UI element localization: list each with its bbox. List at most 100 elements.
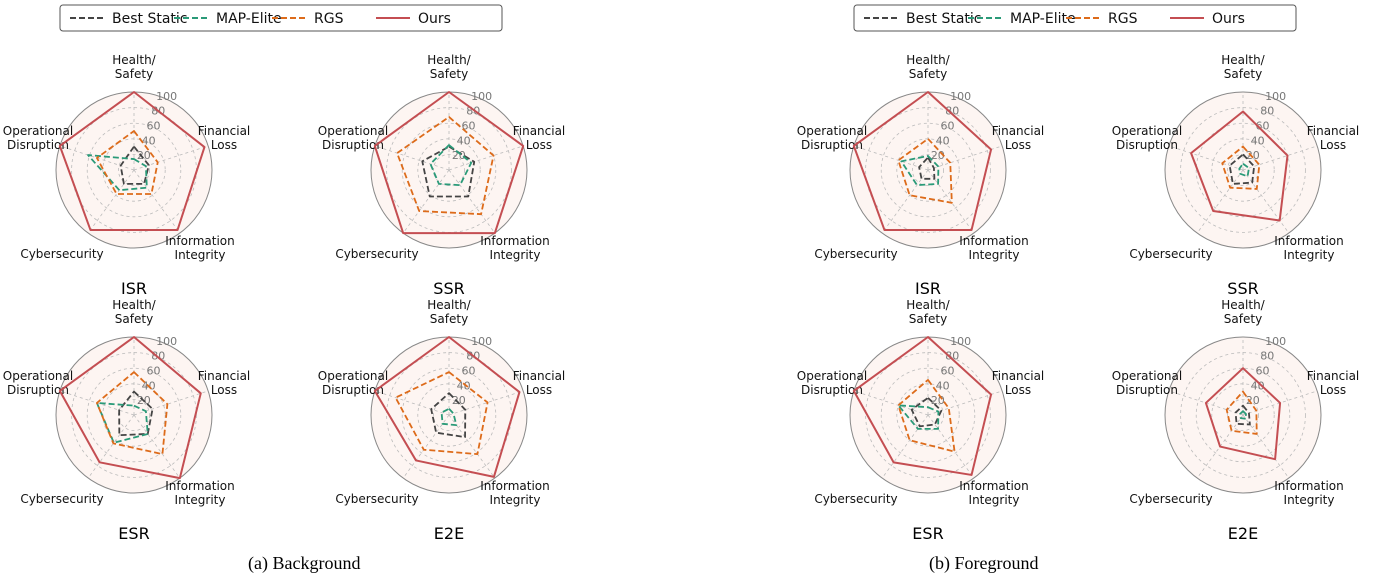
grid-spoke [1242, 145, 1318, 171]
axis-label-operational-disruption: Operational Disruption [3, 369, 73, 397]
axis-label-health-safety: Health/Safety [906, 53, 950, 81]
grid-ring-60 [86, 122, 182, 218]
series-ours [852, 336, 993, 476]
axis-label-financial-loss: Financial Loss [513, 124, 566, 152]
caption-panel-b: (b) Foreground [929, 553, 1039, 573]
series-best-static [430, 392, 467, 438]
series-map-elite [897, 404, 940, 430]
grid-spoke [448, 169, 496, 234]
axis-label-health-safety: Health/Safety [112, 298, 156, 326]
grid-spoke [133, 414, 181, 479]
axis-label-health-safety: Health/Safety [427, 298, 471, 326]
grid-ring-60 [401, 367, 497, 463]
grid-spoke [448, 145, 524, 171]
radial-tick-label: 60 [940, 119, 954, 132]
series-rgs [1221, 145, 1261, 190]
series-best-static [118, 390, 154, 437]
axis-label-information-integrity: Information Integrity [480, 234, 549, 262]
radial-tick-label: 60 [940, 364, 954, 377]
axis-label-financial-loss: Financial Loss [198, 124, 251, 152]
legend-label-ours: Ours [418, 11, 451, 27]
panel-title-ssr: SSR [433, 279, 464, 298]
radial-tick-label: 40 [457, 379, 471, 392]
radial-tick-label: 60 [146, 119, 160, 132]
axis-label-financial-loss: Financial Loss [1307, 369, 1360, 397]
axis-label-information-integrity: Information Integrity [959, 479, 1028, 507]
radial-tick-label: 20 [1246, 394, 1260, 407]
grid-spoke [927, 145, 1003, 171]
axis-label-cybersecurity: Cybersecurity [20, 492, 103, 506]
series-map-elite [96, 402, 149, 444]
radial-tick-label: 20 [452, 149, 466, 162]
axis-label-operational-disruption: Operational Disruption [1112, 124, 1182, 152]
series-map-elite [900, 155, 940, 187]
radial-tick-label: 40 [142, 134, 156, 147]
legend-label-rgs: RGS [314, 11, 344, 27]
series-ours [373, 91, 525, 235]
series-best-static [1234, 404, 1251, 426]
axis-label-cybersecurity: Cybersecurity [20, 247, 103, 261]
axis-label-information-integrity: Information Integrity [1274, 234, 1343, 262]
series-best-static [421, 145, 476, 198]
panel-title-e2e: E2E [434, 524, 464, 543]
radial-tick-label: 60 [146, 364, 160, 377]
series-rgs [396, 116, 495, 216]
axis-label-financial-loss: Financial Loss [198, 369, 251, 397]
series-ours [58, 336, 202, 480]
caption-panel-a: (a) Background [248, 553, 361, 573]
series-rgs [96, 130, 159, 195]
grid-ring-100 [1164, 336, 1322, 494]
radial-tick-label: 80 [945, 105, 959, 118]
grid-spoke [133, 169, 181, 234]
grid-spoke [402, 169, 450, 234]
legend-label-map-elite: MAP-Elite [1010, 11, 1076, 27]
axis-label-information-integrity: Information Integrity [1274, 479, 1343, 507]
axis-label-operational-disruption: Operational Disruption [318, 124, 388, 152]
axis-label-cybersecurity: Cybersecurity [335, 492, 418, 506]
grid-ring-80 [386, 352, 512, 478]
radial-tick-label: 20 [1246, 149, 1260, 162]
axis-label-cybersecurity: Cybersecurity [1129, 247, 1212, 261]
legend-label-best-static: Best Static [112, 11, 187, 27]
grid-ring-80 [865, 352, 991, 478]
grid-spoke [374, 390, 450, 416]
radial-tick-label: 40 [1251, 134, 1265, 147]
legend-label-map-elite: MAP-Elite [216, 11, 282, 27]
axis-label-health-safety: Health/Safety [427, 53, 471, 81]
grid-spoke [87, 414, 135, 479]
axis-label-financial-loss: Financial Loss [1307, 124, 1360, 152]
grid-spoke [1196, 169, 1244, 234]
grid-spoke [1168, 145, 1244, 171]
legend-label-rgs: RGS [1108, 11, 1138, 27]
grid-spoke [927, 414, 975, 479]
grid-spoke [87, 169, 135, 234]
axis-label-cybersecurity: Cybersecurity [1129, 492, 1212, 506]
series-ours [1190, 110, 1289, 222]
axis-label-health-safety: Health/Safety [906, 298, 950, 326]
grid-ring-80 [865, 107, 991, 233]
grid-spoke [1242, 414, 1290, 479]
radial-tick-label: 20 [137, 149, 151, 162]
series-map-elite [429, 144, 473, 187]
panel-title-ssr: SSR [1227, 279, 1258, 298]
grid-ring-80 [1180, 107, 1306, 233]
grid-spoke [853, 145, 929, 171]
radial-tick-label: 80 [945, 350, 959, 363]
radial-tick-label: 60 [461, 119, 475, 132]
grid-spoke [881, 169, 929, 234]
series-ours [1204, 367, 1282, 461]
series-ours [58, 91, 206, 231]
axis-label-information-integrity: Information Integrity [165, 234, 234, 262]
axis-label-information-integrity: Information Integrity [480, 479, 549, 507]
grid-spoke [1242, 169, 1290, 234]
series-rgs [1225, 390, 1258, 435]
radial-tick-label: 100 [471, 335, 492, 348]
series-map-elite [1239, 410, 1247, 420]
grid-ring-80 [1180, 352, 1306, 478]
